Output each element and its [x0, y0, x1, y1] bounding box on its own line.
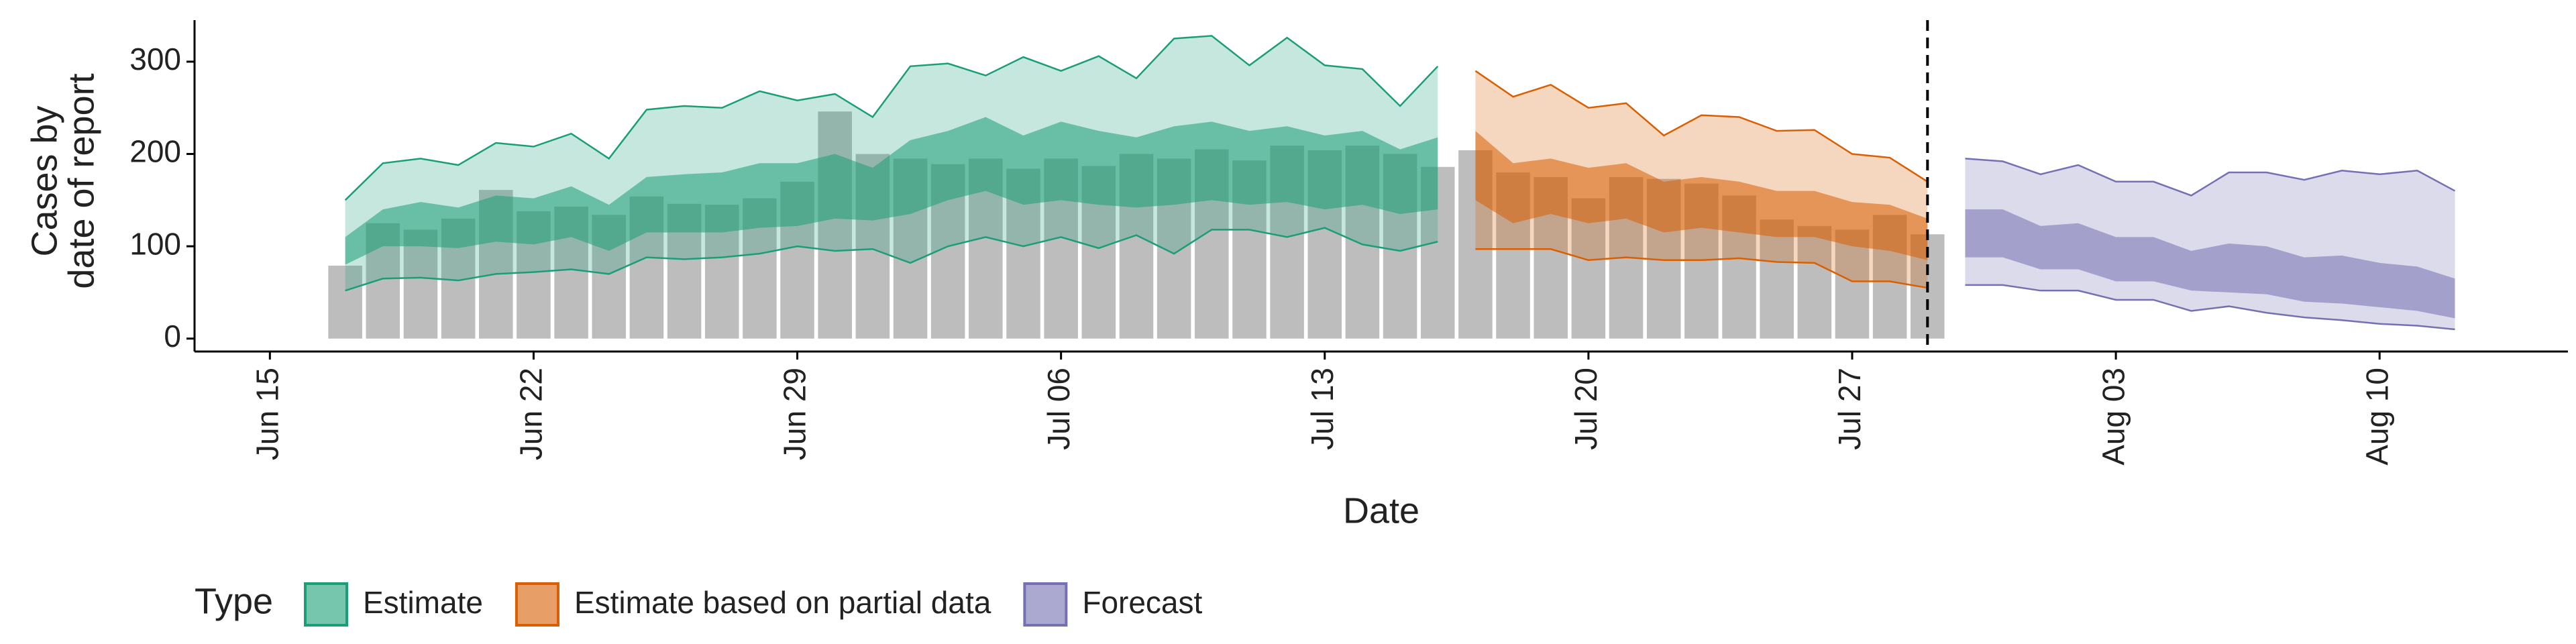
legend-swatch [304, 582, 348, 627]
legend-title: Type [195, 581, 273, 621]
legend-swatch [515, 582, 559, 627]
ribbon-edge [345, 227, 1438, 292]
x-axis-title: Date [1343, 490, 1419, 531]
ribbon-50 [1965, 209, 2455, 319]
x-tick-label: Jul 27 [1832, 368, 1867, 450]
ribbon-group [1965, 158, 2456, 331]
legend-swatch [1023, 582, 1068, 627]
y-axis-title-line: date of report [61, 73, 101, 288]
ribbon-edge [1965, 158, 2456, 197]
legend-label: Estimate [363, 585, 483, 620]
ribbon-group [1474, 70, 1928, 289]
legend-label: Estimate based on partial data [574, 585, 991, 620]
ribbon-edge [1475, 248, 1928, 289]
bar [1760, 219, 1794, 339]
x-tick-label: Jul 06 [1041, 368, 1076, 450]
bar [1797, 225, 1832, 339]
y-tick-label: 200 [129, 134, 181, 169]
x-tick-label: Aug 10 [2359, 368, 2394, 466]
ribbon-edge [344, 35, 1439, 201]
ribbon-group [344, 35, 1439, 292]
x-tick-label: Jul 13 [1305, 368, 1340, 450]
bar [328, 266, 362, 339]
y-tick-label: 300 [129, 42, 181, 76]
bar [818, 111, 852, 339]
ribbon-50 [1475, 131, 1928, 260]
x-tick-label: Jun 22 [514, 368, 549, 460]
y-axis-title: Cases by date of report [24, 73, 101, 288]
x-tick-label: Jun 15 [250, 368, 284, 460]
ribbon-50 [345, 117, 1438, 265]
x-tick-label: Jul 20 [1568, 368, 1603, 450]
x-tick-label: Jun 29 [777, 368, 812, 460]
ribbon-edge [1474, 70, 1928, 182]
bar [403, 229, 438, 339]
bar [1835, 229, 1870, 339]
y-tick-label: 0 [164, 319, 181, 354]
ribbon-edge [1965, 284, 2455, 331]
legend-label: Forecast [1082, 585, 1202, 620]
y-axis-title-line: Cases by [24, 105, 64, 256]
x-tick-label: Aug 03 [2096, 368, 2131, 466]
y-tick-label: 100 [129, 226, 181, 261]
